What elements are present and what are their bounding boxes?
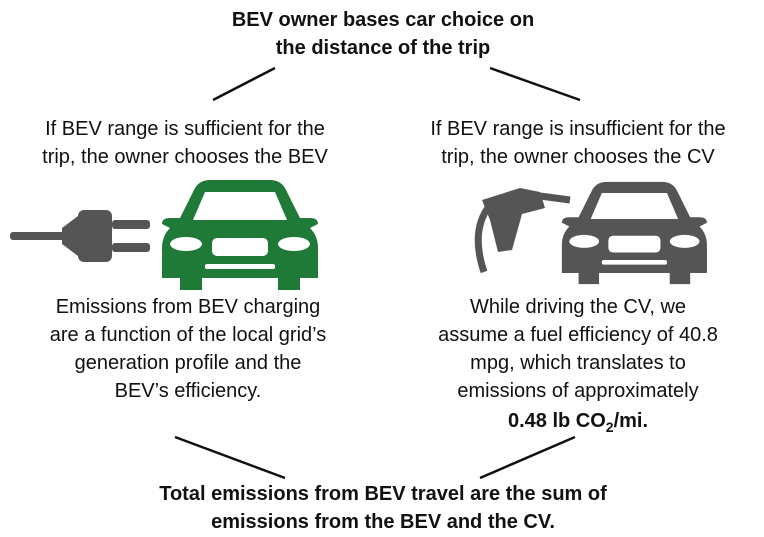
result-line: emissions of approximately bbox=[457, 380, 698, 402]
top-text: BEV owner bases car choice on the distan… bbox=[232, 9, 534, 59]
result-line: assume a fuel efficiency of 40.8 bbox=[438, 324, 718, 346]
emission-rate-unit: /mi. bbox=[614, 410, 648, 432]
condition-line: trip, the owner chooses the BEV bbox=[42, 146, 328, 168]
emission-rate-main: 0.48 lb CO bbox=[508, 410, 606, 432]
result-line: mpg, which translates to bbox=[470, 352, 686, 374]
result-line: While driving the CV, we bbox=[470, 296, 686, 318]
connector bbox=[489, 66, 581, 102]
result-line: BEV’s efficiency. bbox=[115, 380, 262, 402]
plug-icon bbox=[10, 210, 150, 262]
result-line: generation profile and the bbox=[75, 352, 302, 374]
bev-icon bbox=[162, 180, 318, 290]
condition-line: If BEV range is insufficient for the bbox=[430, 118, 725, 140]
result-line: are a function of the local grid’s bbox=[50, 324, 326, 346]
emission-rate-subscript: 2 bbox=[606, 419, 614, 435]
result-line: Emissions from BEV charging bbox=[56, 296, 321, 318]
conclusion-line: emissions from the BEV and the CV. bbox=[211, 511, 555, 533]
condition-line: trip, the owner chooses the CV bbox=[441, 146, 715, 168]
connector bbox=[174, 435, 286, 480]
fuel-nozzle-icon bbox=[474, 188, 571, 274]
conclusion-line: Total emissions from BEV travel are the … bbox=[159, 483, 607, 505]
emission-rate: 0.48 lb CO2/mi. bbox=[508, 410, 648, 435]
cv-icon bbox=[561, 181, 707, 285]
condition-line: If BEV range is sufficient for the bbox=[45, 118, 325, 140]
connector bbox=[212, 66, 276, 102]
connector bbox=[479, 435, 576, 480]
title-line: BEV owner bases car choice on bbox=[232, 9, 534, 31]
title-line: the distance of the trip bbox=[276, 37, 490, 59]
